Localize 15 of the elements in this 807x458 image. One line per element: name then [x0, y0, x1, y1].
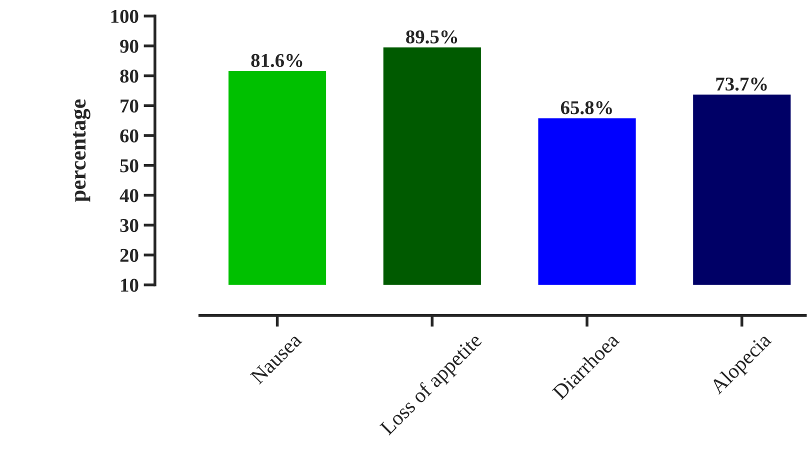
- data-label: 73.7%: [716, 78, 767, 91]
- data-label: 65.8%: [560, 101, 612, 114]
- y-tick-label: 30: [120, 218, 138, 232]
- y-tick-label: 70: [120, 99, 138, 113]
- y-tick-label: 60: [120, 129, 138, 142]
- y-tick-label: 100: [111, 10, 138, 23]
- y-tick-label: 90: [120, 40, 138, 53]
- y-tick-label: 50: [120, 159, 138, 172]
- y-axis-title: percentage: [72, 99, 90, 202]
- y-tick-label: 10: [121, 278, 138, 292]
- y-tick-label: 20: [120, 248, 138, 262]
- y-tick-label: 80: [120, 70, 138, 83]
- data-label: 81.6%: [251, 54, 302, 68]
- data-label: 89.5%: [406, 30, 458, 44]
- y-tick-label: 40: [120, 189, 138, 202]
